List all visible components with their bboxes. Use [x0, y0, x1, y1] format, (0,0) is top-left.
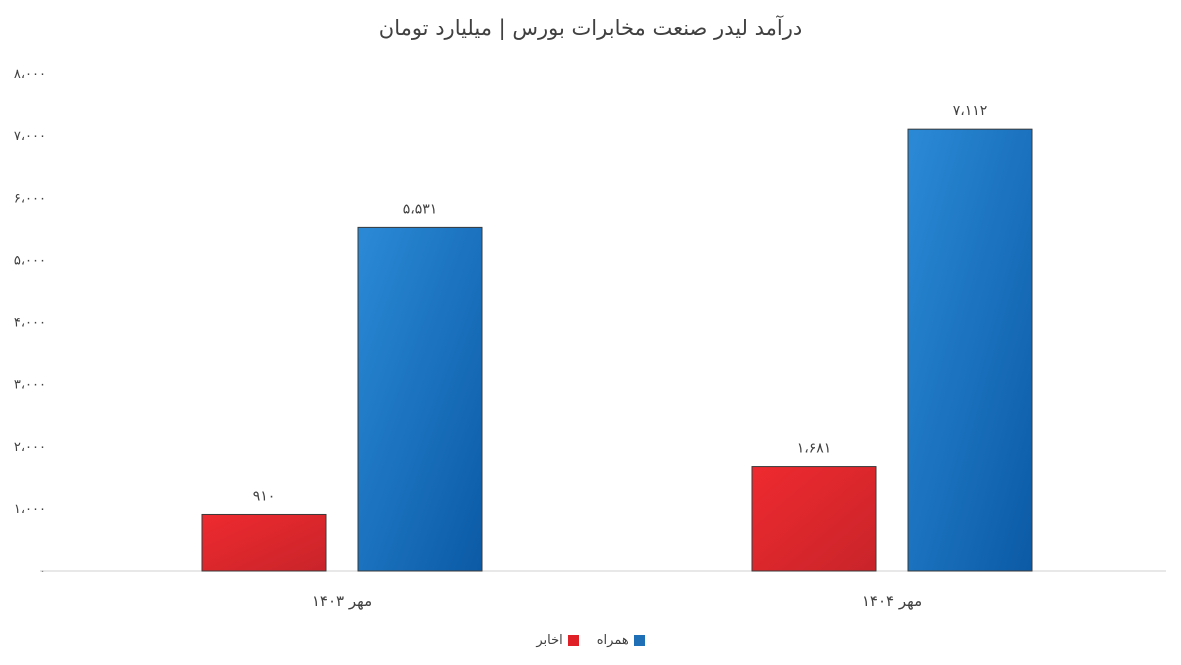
y-tick-label: ۲،۰۰۰	[14, 440, 46, 455]
y-tick-label: ۶،۰۰۰	[14, 191, 46, 206]
data-label: ۵،۵۳۱	[403, 201, 438, 217]
legend-label: همراه	[596, 633, 629, 648]
y-tick-label: ۴،۰۰۰	[14, 316, 46, 331]
data-label: ۷،۱۱۲	[953, 103, 988, 119]
legend-item: همراه	[597, 633, 645, 648]
bar-hamrah-2	[907, 128, 1033, 572]
bar-hamrah-1	[357, 226, 483, 572]
data-label: ۹۱۰	[253, 488, 276, 504]
data-label: ۱،۶۸۱	[797, 441, 832, 457]
data-labels: ۹۱۰ ۵،۵۳۱ ۱،۶۸۱ ۷،۱۱۲	[253, 103, 988, 504]
chart-title: درآمد لیدر صنعت مخابرات بورس | میلیارد ت…	[378, 16, 803, 40]
legend-swatch	[633, 635, 645, 646]
x-axis-tick-labels: مهر ۱۴۰۳ مهر ۱۴۰۴	[312, 592, 922, 610]
legend: همراه اخابر	[0, 633, 1181, 648]
bar-akhaber-2	[751, 466, 877, 572]
legend-swatch	[567, 635, 579, 646]
y-tick-label: ۱،۰۰۰	[14, 502, 46, 517]
legend-label: اخابر	[536, 633, 563, 648]
y-tick-label: ۳،۰۰۰	[14, 378, 46, 393]
bar-akhaber-1	[201, 513, 327, 572]
x-tick-label: مهر ۱۴۰۳	[312, 592, 372, 610]
bars	[201, 128, 1033, 572]
y-axis-tick-labels: ۰۱،۰۰۰۲،۰۰۰۳،۰۰۰۴،۰۰۰۵،۰۰۰۶،۰۰۰۷،۰۰۰۸،۰۰…	[14, 67, 46, 579]
y-tick-label: ۸،۰۰۰	[14, 67, 46, 82]
y-tick-label: ۷،۰۰۰	[14, 129, 46, 144]
x-tick-label: مهر ۱۴۰۴	[862, 592, 922, 610]
y-tick-label: ۵،۰۰۰	[14, 253, 46, 268]
legend-item: اخابر	[536, 633, 579, 648]
